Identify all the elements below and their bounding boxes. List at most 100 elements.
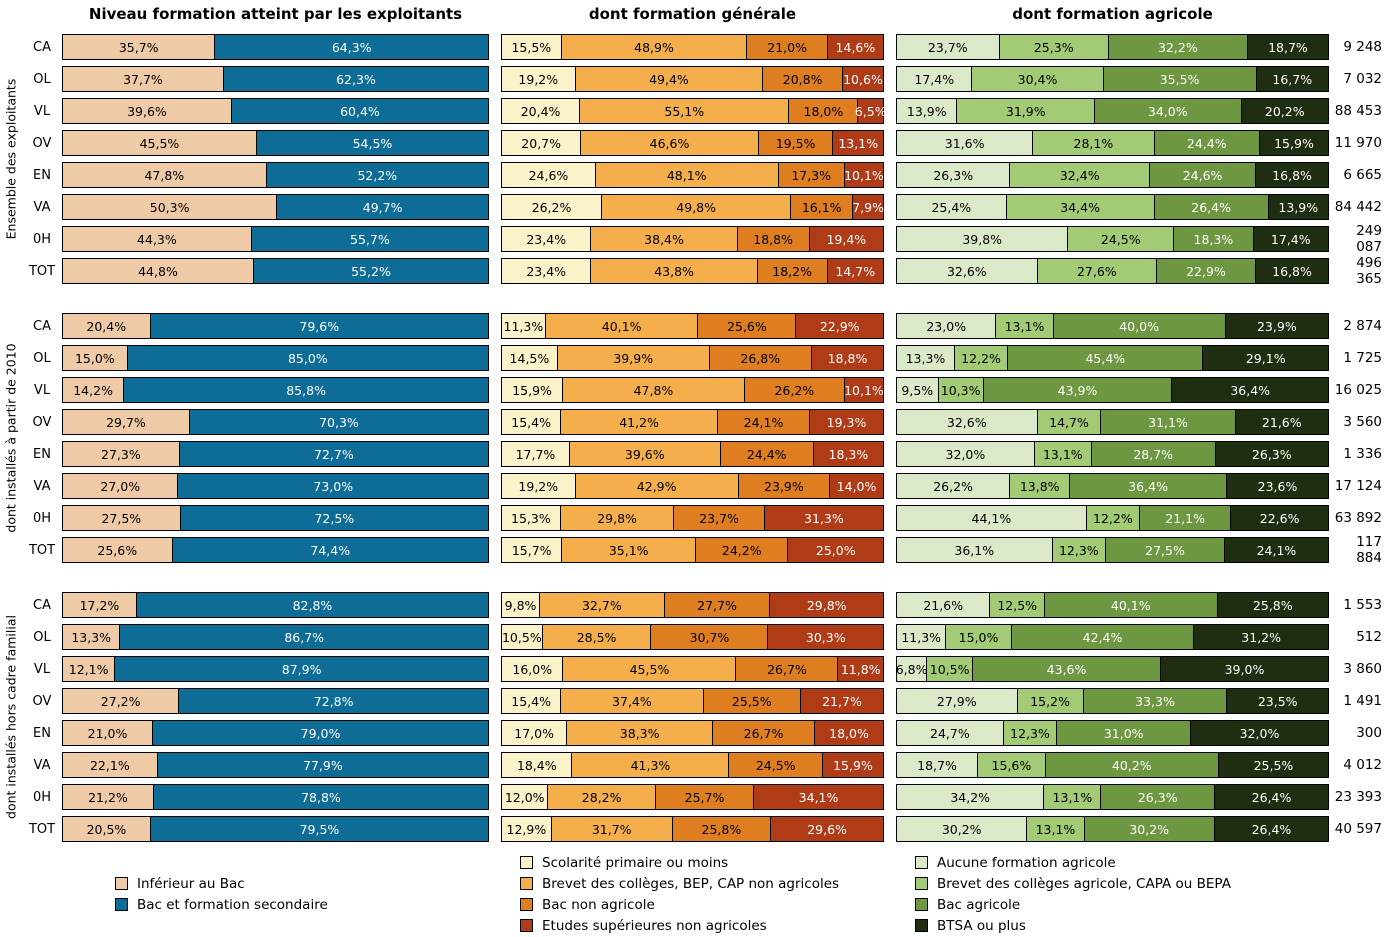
- bar-segment: 41,2%: [561, 410, 718, 434]
- row-total: 1 725: [1343, 350, 1382, 366]
- bar-segment: 18,7%: [897, 753, 979, 777]
- bar-segment: 11,3%: [502, 314, 546, 338]
- stacked-bar: 44,3% 55,7%: [62, 226, 489, 252]
- bar-segment: 12,0%: [502, 785, 549, 809]
- group-rows: CA 35,7% 64,3% 15,5% 48,9% 21,0% 14,6% 23,7% 25,…: [22, 31, 1384, 287]
- bar-segment: 21,0%: [747, 35, 828, 59]
- bar-segment: 14,5%: [502, 346, 558, 370]
- bar-segment: 23,7%: [674, 506, 765, 530]
- stacked-bar: 45,5% 54,5%: [62, 130, 489, 156]
- bar-segment: 30,7%: [651, 625, 769, 649]
- legend-swatch: [520, 919, 533, 932]
- stacked-bar: 32,0% 13,1% 28,7% 26,3%: [896, 441, 1329, 467]
- legend-item: BTSA ou plus: [915, 917, 1384, 934]
- bar-row: VL 39,6% 60,4% 20,4% 55,1% 18,0% 6,5% 13,9% 31,9…: [22, 95, 1384, 127]
- bar-segment: 50,3%: [63, 195, 278, 219]
- stacked-bar: 6,8% 10,5% 43,6% 39,0%: [896, 656, 1329, 682]
- bar-segment: 85,8%: [124, 378, 488, 402]
- bar-segment: 25,8%: [672, 817, 772, 841]
- bar-segment: 15,9%: [822, 753, 883, 777]
- bar-segment: 32,0%: [1191, 721, 1328, 745]
- bar-segment: 13,8%: [1010, 474, 1071, 498]
- bar-segment: 17,2%: [63, 593, 137, 617]
- bar-segment: 9,8%: [502, 593, 541, 617]
- bar-segment: 10,5%: [927, 657, 974, 681]
- bar-segment: 32,0%: [897, 442, 1035, 466]
- bar-segment: 34,2%: [897, 785, 1045, 809]
- legend-item: Etudes supérieures non agricoles: [520, 917, 915, 934]
- bar-segment: 26,4%: [1154, 195, 1269, 219]
- panel-titles-row: Niveau formation atteint par les exploit…: [0, 0, 1384, 31]
- bar-segment: 12,2%: [1086, 506, 1140, 530]
- bar-segment: 37,4%: [561, 689, 704, 713]
- bar-segment: 24,1%: [717, 410, 811, 434]
- row-label: TOT: [28, 542, 56, 558]
- bar-segment: 24,4%: [1154, 131, 1260, 155]
- bar-segment: 32,7%: [540, 593, 665, 617]
- bar-segment: 79,5%: [150, 817, 488, 841]
- bar-segment: 22,9%: [1156, 259, 1257, 283]
- bar-segment: 24,1%: [1224, 538, 1328, 562]
- row-total: 512: [1356, 629, 1382, 645]
- stacked-bar: 12,1% 87,9%: [62, 656, 489, 682]
- bar-segment: 30,4%: [972, 67, 1104, 91]
- bar-segment: 72,5%: [180, 506, 488, 530]
- legend-item: Brevet des collèges agricole, CAPA ou BE…: [915, 875, 1384, 892]
- bar-row: TOT 44,8% 55,2% 23,4% 43,8% 18,2% 14,7% 32,6% 27…: [22, 255, 1384, 287]
- bar-segment: 15,0%: [946, 625, 1012, 649]
- row-group: Ensemble des exploitants CA 35,7% 64,3% 15,5…: [0, 31, 1384, 287]
- bar-segment: 45,5%: [63, 131, 257, 155]
- group-label-text: dont installés à partir de 2010: [3, 343, 19, 533]
- bar-segment: 10,1%: [844, 163, 884, 187]
- bar-row: OV 45,5% 54,5% 20,7% 46,6% 19,5% 13,1% 31,6% 28,…: [22, 127, 1384, 159]
- stacked-bar: 20,4% 79,6%: [62, 313, 489, 339]
- bar-segment: 25,7%: [655, 785, 755, 809]
- bar-segment: 41,3%: [572, 753, 730, 777]
- bar-segment: 24,5%: [1068, 227, 1175, 251]
- bar-segment: 13,1%: [833, 131, 883, 155]
- stacked-bar: 17,7% 39,6% 24,4% 18,3%: [501, 441, 884, 467]
- legend-label: Brevet des collèges agricole, CAPA ou BE…: [937, 875, 1231, 892]
- bar-segment: 6,8%: [896, 657, 927, 681]
- bar-segment: 13,3%: [897, 346, 955, 370]
- stacked-bar: 26,2% 13,8% 36,4% 23,6%: [896, 473, 1329, 499]
- bar-segment: 15,9%: [502, 378, 564, 402]
- stacked-bar: 23,4% 38,4% 18,8% 19,4%: [501, 226, 884, 252]
- stacked-bar: 44,8% 55,2%: [62, 258, 489, 284]
- bar-segment: 31,6%: [897, 131, 1034, 155]
- bar-segment: 13,3%: [63, 625, 121, 649]
- stacked-bar: 32,6% 27,6% 22,9% 16,8%: [896, 258, 1329, 284]
- legend-swatch: [915, 877, 928, 890]
- bar-segment: 17,4%: [1253, 227, 1328, 251]
- bar-segment: 30,2%: [897, 817, 1028, 841]
- stacked-bar: 15,5% 48,9% 21,0% 14,6%: [501, 34, 884, 60]
- bar-row: CA 17,2% 82,8% 9,8% 32,7% 27,7% 29,8% 21,6% 12,5…: [22, 589, 1384, 621]
- bar-segment: 12,9%: [502, 817, 552, 841]
- bar-segment: 55,7%: [251, 227, 488, 251]
- legend-label: Bac non agricole: [542, 896, 655, 913]
- bar-segment: 78,8%: [153, 785, 488, 809]
- bar-segment: 36,4%: [1172, 378, 1329, 402]
- bar-segment: 15,3%: [502, 506, 561, 530]
- bar-segment: 43,8%: [591, 259, 758, 283]
- stacked-bar: 50,3% 49,7%: [62, 194, 489, 220]
- bar-segment: 15,9%: [1259, 131, 1328, 155]
- row-label: OV: [32, 135, 52, 151]
- legend-swatch: [115, 898, 128, 911]
- bar-segment: 21,6%: [897, 593, 991, 617]
- legend-column: Scolarité primaire ou moins Brevet des co…: [520, 854, 915, 934]
- bar-segment: 15,4%: [502, 410, 562, 434]
- title-spacer-left: [0, 5, 62, 31]
- bar-segment: 17,4%: [897, 67, 973, 91]
- bar-segment: 15,0%: [63, 346, 128, 370]
- bar-segment: 35,5%: [1103, 67, 1257, 91]
- stacked-bar: 11,3% 15,0% 42,4% 31,2%: [896, 624, 1329, 650]
- bar-segment: 15,2%: [1017, 689, 1084, 713]
- bar-segment: 14,0%: [830, 474, 883, 498]
- bar-segment: 18,0%: [814, 721, 884, 745]
- bar-segment: 33,3%: [1083, 689, 1228, 713]
- bar-segment: 52,2%: [266, 163, 488, 187]
- stacked-bar: 47,8% 52,2%: [62, 162, 489, 188]
- stacked-bar: 15,7% 35,1% 24,2% 25,0%: [501, 537, 884, 563]
- row-total: 84 442: [1334, 199, 1382, 215]
